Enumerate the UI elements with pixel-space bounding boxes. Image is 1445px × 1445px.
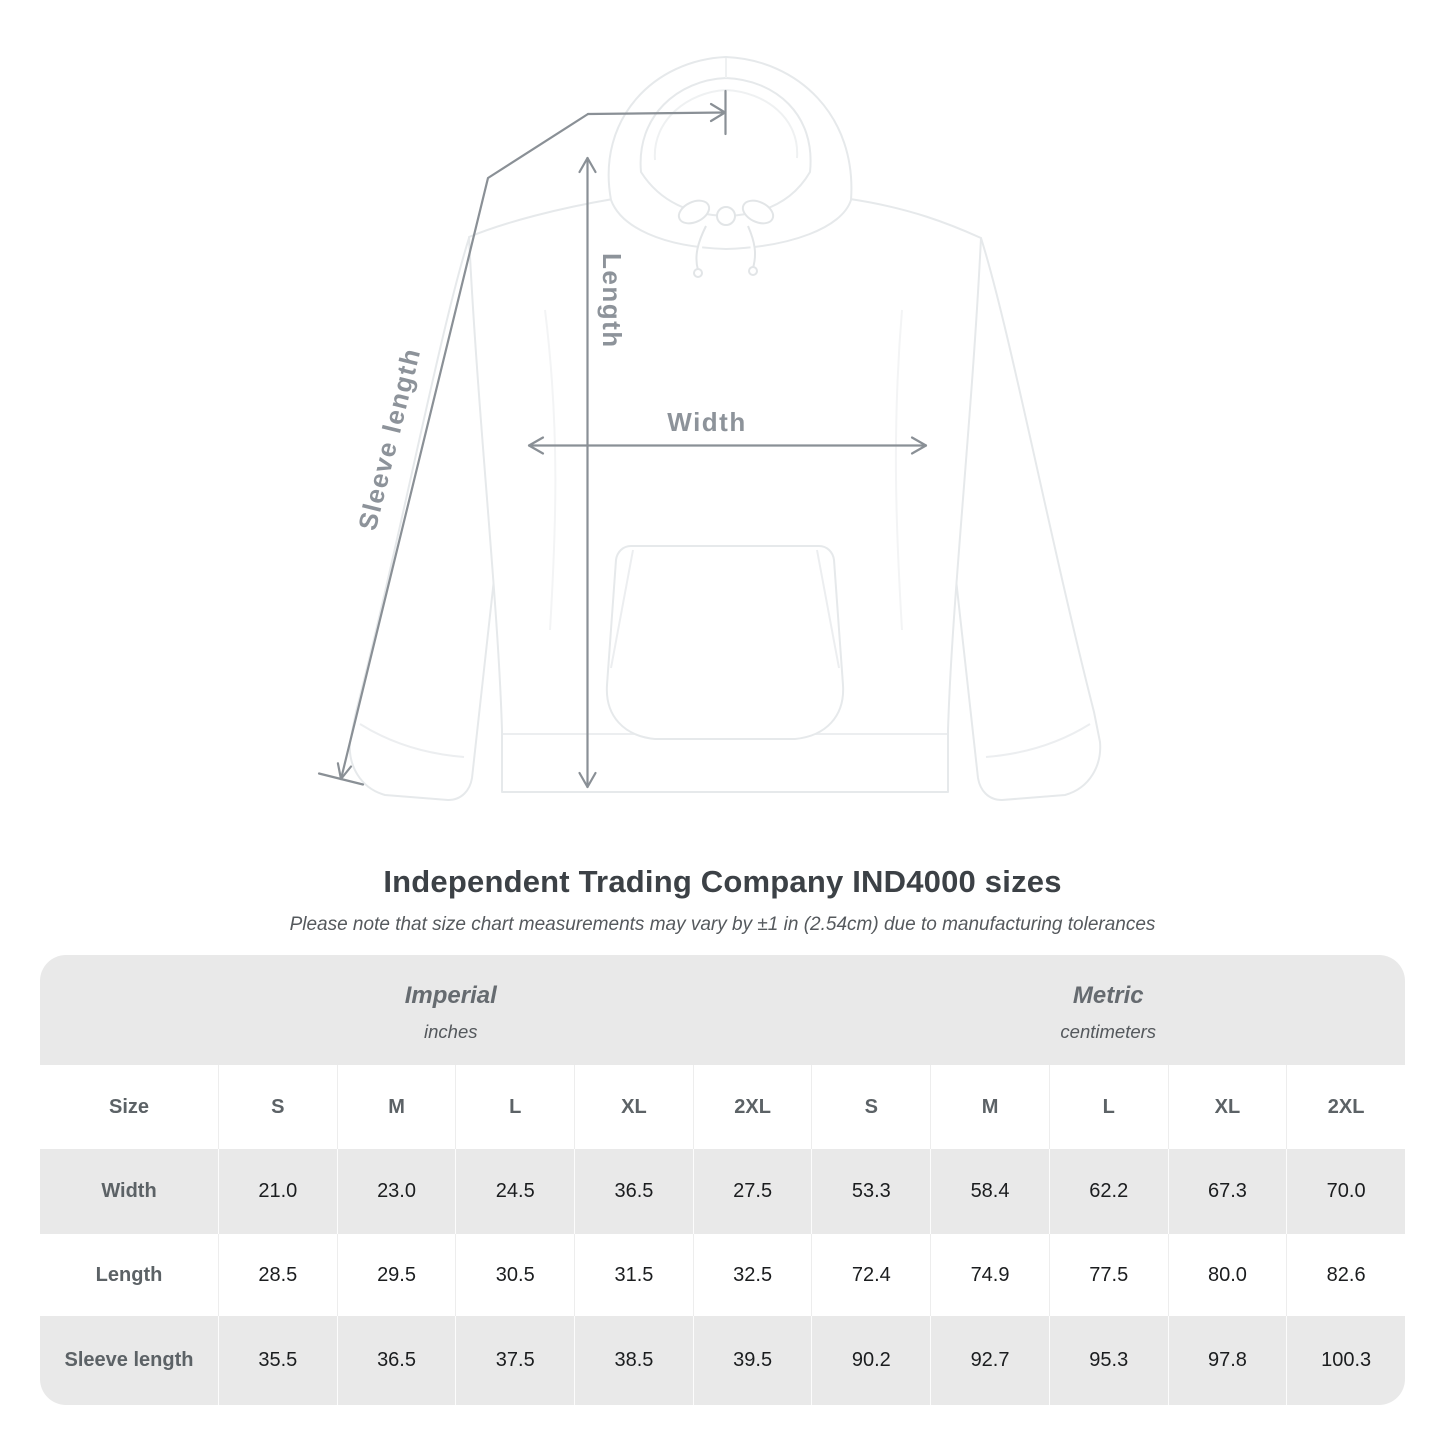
- drawstring-bow: [677, 199, 775, 278]
- cell-value: 24.5: [455, 1149, 575, 1234]
- unit-group-unit: centimeters: [1060, 1020, 1157, 1042]
- cell-value: 53.3: [811, 1149, 931, 1234]
- hood-fold: [653, 89, 799, 161]
- unit-group-name: Imperial: [404, 981, 497, 1009]
- kangaroo-pocket: [605, 545, 845, 740]
- cell-value: 21.0: [218, 1149, 337, 1234]
- length-arrow: [578, 156, 597, 789]
- cell-value: 28.5: [218, 1234, 337, 1316]
- cell-value: 92.7: [930, 1316, 1049, 1405]
- cell-value: 67.3: [1167, 1149, 1287, 1234]
- hoodie-illustration: Length Width Sleeve length: [317, 56, 1102, 801]
- cell-value: 36.5: [336, 1316, 456, 1405]
- fold-line: [544, 309, 557, 631]
- imperial-unit-header: Imperial inches: [40, 955, 812, 1065]
- col-header: M: [930, 1065, 1049, 1149]
- cell-value: 77.5: [1048, 1234, 1168, 1316]
- cell-value: 35.5: [218, 1316, 337, 1405]
- row-label-width: Width: [40, 1149, 218, 1234]
- cell-value: 74.9: [930, 1234, 1049, 1316]
- hoodie-garment: [348, 56, 1102, 801]
- left-cuff-seam: [359, 723, 465, 758]
- tolerance-note: Please note that size chart measurements…: [289, 914, 1156, 935]
- col-header: XL: [1167, 1065, 1287, 1149]
- cell-value: 58.4: [930, 1149, 1049, 1234]
- cell-value: 39.5: [692, 1316, 812, 1405]
- sleeve-length-arrow: [317, 89, 727, 786]
- col-header: M: [336, 1065, 456, 1149]
- col-header: 2XL: [692, 1065, 812, 1149]
- fold-line: [894, 309, 903, 631]
- cell-value: 100.3: [1286, 1316, 1405, 1405]
- cell-value: 70.0: [1286, 1149, 1405, 1234]
- width-arrow: [527, 436, 928, 455]
- cell-value: 36.5: [574, 1149, 693, 1234]
- cell-value: 27.5: [692, 1149, 812, 1234]
- cell-value: 37.5: [455, 1316, 575, 1405]
- col-header: 2XL: [1286, 1065, 1405, 1149]
- cell-value: 23.0: [336, 1149, 456, 1234]
- pocket-opening-seam: [610, 549, 634, 669]
- right-cuff-seam: [985, 723, 1091, 758]
- cell-value: 31.5: [574, 1234, 693, 1316]
- metric-unit-header: Metric centimeters: [811, 955, 1405, 1065]
- cell-value: 32.5: [692, 1234, 812, 1316]
- unit-group-unit: inches: [424, 1020, 478, 1042]
- size-row-label: Size: [40, 1065, 218, 1149]
- col-header: L: [455, 1065, 575, 1149]
- cell-value: 29.5: [336, 1234, 456, 1316]
- cell-value: 72.4: [811, 1234, 931, 1316]
- page-title: Independent Trading Company IND4000 size…: [383, 863, 1062, 899]
- cell-value: 38.5: [574, 1316, 693, 1405]
- col-header: L: [1048, 1065, 1168, 1149]
- row-label-length: Length: [40, 1234, 218, 1316]
- hoodie-size-diagram: Length Width Sleeve length: [317, 56, 1102, 801]
- unit-group-name: Metric: [1072, 981, 1144, 1009]
- col-header: S: [811, 1065, 931, 1149]
- col-header: S: [218, 1065, 337, 1149]
- cell-value: 97.8: [1167, 1316, 1287, 1405]
- row-label-sleeve-length: Sleeve length: [40, 1316, 218, 1405]
- length-measure-label: Length: [597, 253, 627, 349]
- cell-value: 82.6: [1286, 1234, 1405, 1316]
- cell-value: 90.2: [811, 1316, 931, 1405]
- col-header: XL: [574, 1065, 693, 1149]
- cell-value: 80.0: [1167, 1234, 1287, 1316]
- width-measure-label: Width: [667, 407, 746, 437]
- cell-value: 95.3: [1048, 1316, 1168, 1405]
- cell-value: 30.5: [455, 1234, 575, 1316]
- cell-value: 62.2: [1048, 1149, 1168, 1234]
- size-chart-table: Imperial inches Metric centimeters Size …: [40, 955, 1405, 1405]
- pocket-opening-seam: [816, 549, 840, 669]
